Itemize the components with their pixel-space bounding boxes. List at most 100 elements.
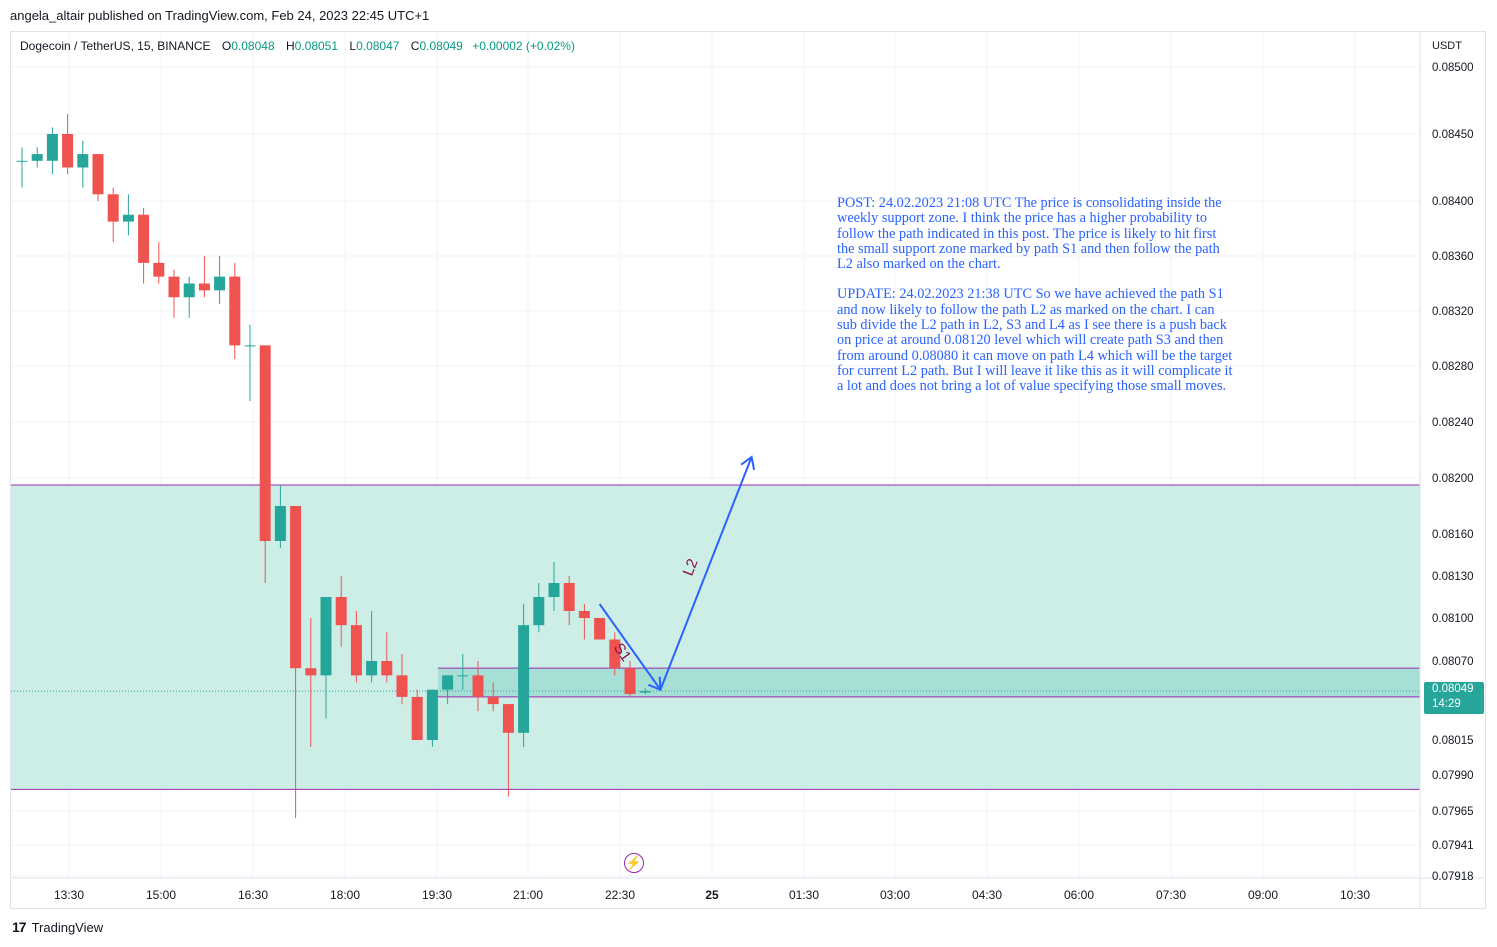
price-tick-label: 0.08450 (1432, 129, 1474, 141)
candle-body (214, 276, 226, 291)
analysis-annotation: POST: 24.02.2023 21:08 UTC The price is … (837, 195, 1237, 410)
candle-body (198, 283, 210, 291)
candle-body (533, 597, 545, 626)
candle-body (639, 691, 651, 693)
price-axis-currency: USDT (1432, 40, 1462, 52)
tradingview-logo[interactable]: 17 TradingView (12, 919, 103, 935)
candle-body (396, 675, 408, 697)
time-tick-label: 06:00 (1064, 888, 1094, 902)
low-label: L (349, 39, 357, 53)
candle-body (305, 668, 317, 676)
candle-body (244, 345, 256, 347)
time-tick-label: 19:30 (422, 888, 452, 902)
path-l2 (659, 456, 753, 691)
candle-body (335, 597, 347, 626)
price-tick-label: 0.08500 (1432, 62, 1474, 74)
candle-body (16, 160, 28, 162)
price-tick-label: 0.08280 (1432, 361, 1474, 373)
path-s1 (598, 603, 662, 691)
time-tick-label: 07:30 (1156, 888, 1186, 902)
time-tick-label: 10:30 (1340, 888, 1370, 902)
time-tick-label: 16:30 (238, 888, 268, 902)
time-tick-label: 15:00 (146, 888, 176, 902)
candle-body (77, 154, 89, 168)
time-tick-label: 21:00 (513, 888, 543, 902)
low-value: 0.08047 (356, 39, 400, 53)
price-tick-label: 0.07965 (1432, 806, 1474, 818)
path-label-l2: L2 (680, 556, 702, 578)
price-tick-label: 0.08015 (1432, 735, 1474, 747)
high-value: 0.08051 (294, 39, 339, 53)
candle-body (381, 661, 393, 676)
candle-body (62, 134, 74, 168)
lightning-icon[interactable]: ⚡ (624, 853, 644, 873)
candle-body (502, 704, 514, 733)
candle-body (107, 194, 119, 222)
candle-body (138, 214, 150, 263)
candle-body (548, 583, 560, 597)
price-tick-label: 0.07941 (1432, 840, 1474, 852)
price-tick-label: 0.08100 (1432, 613, 1474, 625)
price-tick-label: 0.08320 (1432, 306, 1474, 318)
brand-name: TradingView (31, 919, 104, 935)
candle-body (92, 154, 104, 195)
chart-frame (10, 31, 1486, 909)
time-tick-label: 18:00 (330, 888, 360, 902)
candle-body (168, 276, 180, 298)
time-tick-label: 04:30 (972, 888, 1002, 902)
price-tick-label: 0.08070 (1432, 656, 1474, 668)
price-tick-label: 0.07918 (1432, 871, 1474, 883)
candle-body (320, 597, 332, 676)
time-tick-label: 01:30 (789, 888, 819, 902)
candle-body (594, 618, 606, 640)
candle-body (350, 625, 362, 676)
candle-body (31, 154, 43, 161)
update-note: UPDATE: 24.02.2023 21:38 UTC So we have … (837, 286, 1233, 395)
time-tick-label: 03:00 (880, 888, 910, 902)
candle-body (457, 675, 469, 677)
candle-body (609, 639, 621, 669)
time-tick-label: 22:30 (605, 888, 635, 902)
candle-body (259, 345, 271, 541)
time-tick-label: 25 (705, 888, 719, 902)
bar-countdown: 14:29 (1432, 698, 1461, 710)
change-value: +0.00002 (+0.02%) (472, 39, 575, 53)
close-label: C (410, 39, 420, 53)
candle-body (624, 668, 636, 695)
support-zone (438, 668, 1420, 697)
price-tick-label: 0.08200 (1432, 473, 1474, 485)
current-price-value: 0.08049 (1432, 683, 1474, 695)
post-note: POST: 24.02.2023 21:08 UTC The price is … (837, 195, 1222, 273)
time-tick-label: 13:30 (54, 888, 84, 902)
path-arrowhead (740, 455, 756, 470)
published-by-line: angela_altair published on TradingView.c… (10, 8, 430, 23)
candle-body (426, 689, 438, 740)
price-tick-label: 0.08130 (1432, 571, 1474, 583)
price-tick-label: 0.07990 (1432, 770, 1474, 782)
price-tick-label: 0.08400 (1432, 196, 1474, 208)
price-tick-label: 0.08160 (1432, 529, 1474, 541)
candle-body (153, 262, 165, 277)
ohlc-legend: Dogecoin / TetherUS, 15, BINANCE O 0.0804… (20, 39, 575, 53)
candle-body (183, 283, 195, 298)
price-tick-label: 0.08360 (1432, 251, 1474, 263)
candle-body (366, 661, 378, 676)
candle-body (290, 506, 302, 669)
price-tick-label: 0.08240 (1432, 417, 1474, 429)
candle-body (518, 625, 530, 733)
close-value: 0.08049 (419, 39, 463, 53)
high-label: H (285, 39, 295, 53)
time-tick-label: 09:00 (1248, 888, 1278, 902)
candle-body (442, 675, 454, 690)
candle-body (411, 696, 423, 740)
candle-body (46, 134, 58, 161)
candle-body (578, 611, 590, 618)
candle-body (229, 276, 241, 346)
symbol-title[interactable]: Dogecoin / TetherUS, 15, BINANCE (20, 39, 211, 53)
candle-body (122, 214, 134, 222)
support-zone (11, 485, 1420, 790)
tv-logo-icon: 17 (12, 919, 27, 935)
current-price-tag: 0.08049 14:29 (1424, 682, 1484, 714)
open-label: O (221, 39, 232, 53)
